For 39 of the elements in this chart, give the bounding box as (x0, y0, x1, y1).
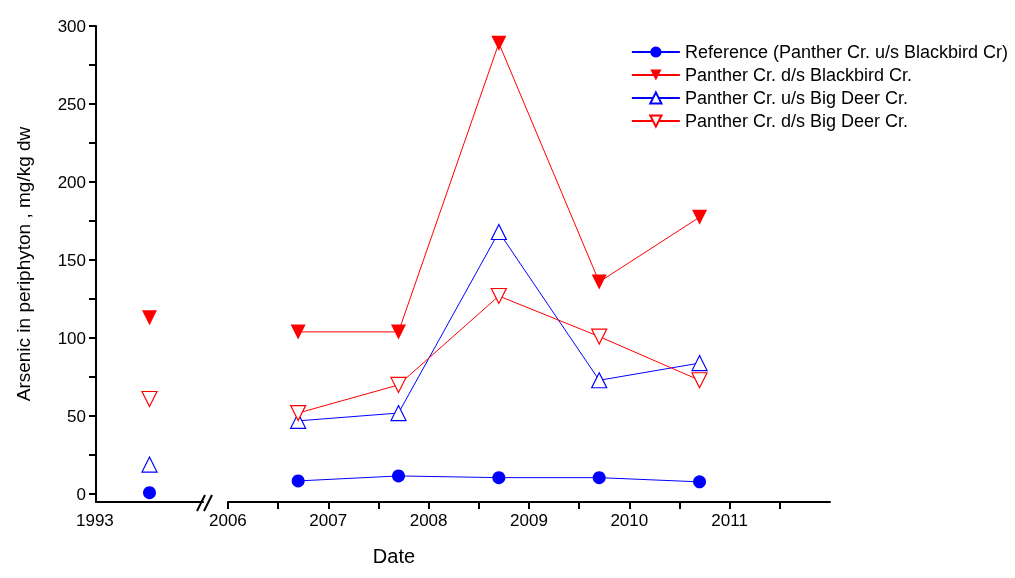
y-tick-label: 300 (57, 16, 86, 36)
legend-label: Panther Cr. d/s Big Deer Cr. (684, 111, 908, 131)
point (290, 324, 306, 340)
point (391, 324, 406, 340)
point (492, 471, 506, 485)
y-tick-label: 250 (57, 94, 86, 114)
point (692, 209, 708, 225)
legend-label: Panther Cr. u/s Big Deer Cr. (684, 88, 908, 108)
x-axis-title: Date (372, 545, 416, 567)
point (490, 287, 507, 305)
point (591, 372, 608, 389)
y-tick-label: 200 (57, 172, 86, 192)
point (390, 376, 407, 394)
x-tick-label: 2006 (209, 511, 247, 530)
point (591, 274, 607, 290)
x-tick-label: 2011 (711, 511, 748, 530)
y-tick-label: 0 (76, 484, 86, 504)
text: 1993 (76, 511, 114, 530)
point (490, 223, 507, 241)
point (592, 471, 606, 485)
point (390, 404, 407, 422)
legend-label: Panther Cr. d/s Blackbird Cr. (684, 65, 912, 85)
x-tick-label: 2009 (510, 511, 548, 530)
point (693, 475, 707, 489)
point (691, 372, 708, 389)
x-tick-label: 2008 (409, 511, 448, 530)
point (591, 328, 608, 345)
legend-label: Reference (Panther Cr. u/s Blackbird Cr) (684, 42, 1008, 62)
y-tick-label: 150 (57, 250, 86, 270)
point (290, 404, 307, 422)
y-axis-title: Arsenic in periphyton , mg/kg dw (13, 126, 34, 402)
y-tick-label: 100 (57, 328, 86, 348)
point (691, 355, 708, 372)
point (491, 35, 507, 51)
y-tick-label: 50 (67, 406, 86, 426)
x-tick-label: 2007 (309, 511, 348, 530)
point (392, 469, 405, 483)
point (291, 474, 305, 488)
x-tick-label: 2010 (610, 511, 649, 530)
